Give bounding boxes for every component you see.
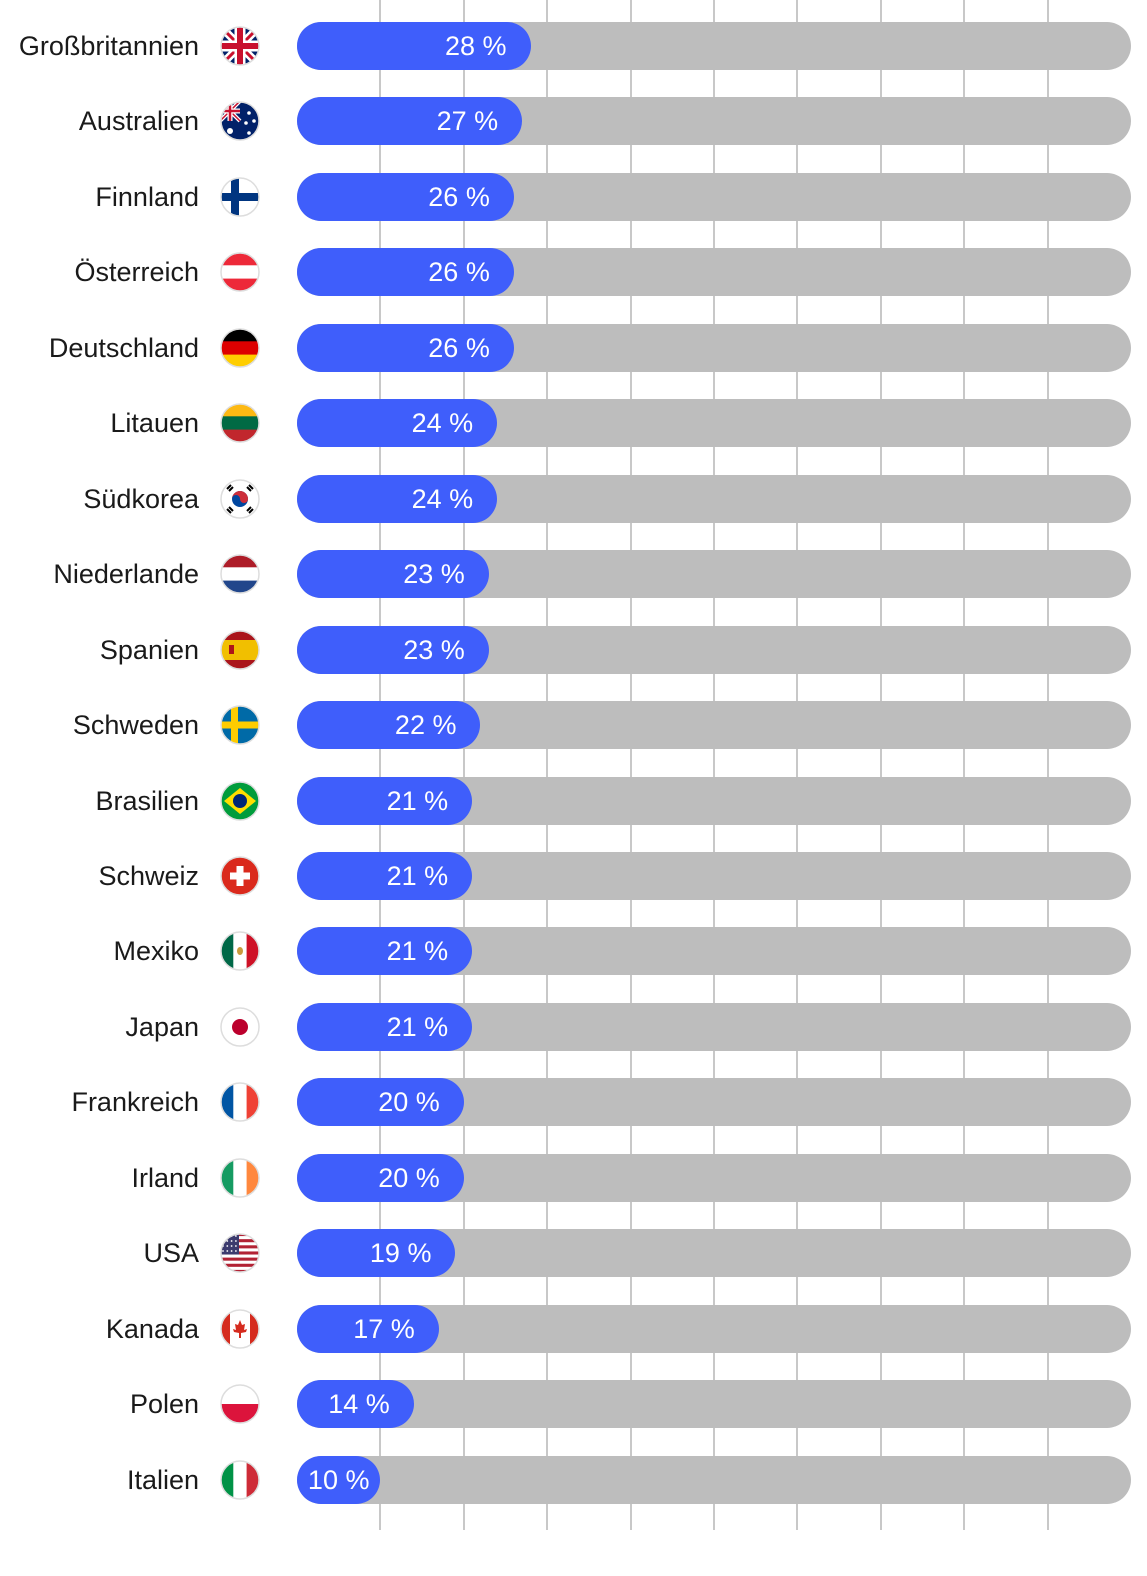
bar-track (297, 1455, 1131, 1504)
bar-value-label: 21 % (386, 1011, 449, 1042)
flag-usa-icon (220, 1233, 260, 1273)
country-label: Kanada (105, 1313, 199, 1344)
country-label: Österreich (74, 257, 199, 288)
flag-switzerland-icon (220, 856, 260, 896)
flag-italy-icon (220, 1459, 260, 1500)
flag-south-korea-icon (220, 478, 260, 519)
flag-france-icon (220, 1082, 260, 1123)
bar-value-label: 17 % (353, 1313, 415, 1344)
bar (297, 172, 514, 221)
gridline (963, 0, 966, 1530)
country-label: Irland (131, 1162, 199, 1193)
country-label: USA (143, 1238, 199, 1269)
flag-netherlands-icon (220, 554, 260, 594)
flag-germany-icon (220, 328, 260, 368)
bar-value-label: 23 % (403, 559, 465, 590)
country-label: Frankreich (71, 1087, 199, 1118)
flag-uk-icon (220, 26, 260, 66)
country-label: Schweiz (98, 860, 199, 891)
bar-value-label: 27 % (436, 106, 499, 137)
bar (297, 776, 473, 825)
bar (297, 701, 481, 750)
country-label: Brasilien (95, 785, 199, 816)
gridline (379, 0, 382, 1530)
country-label: Schweden (72, 710, 199, 741)
bar (297, 1455, 381, 1504)
bar (297, 1002, 473, 1051)
bar-value-label: 24 % (411, 483, 474, 514)
country-label: Südkorea (83, 483, 199, 514)
bar-value-label: 21 % (386, 785, 449, 816)
bar-value-label: 28 % (444, 31, 507, 61)
bar-value-label: 14 % (328, 1389, 390, 1420)
country-label: Polen (129, 1389, 199, 1420)
flag-japan-icon (220, 1007, 260, 1047)
bar-value-label: 21 % (386, 936, 449, 967)
flag-ireland-icon (220, 1158, 260, 1198)
bar (297, 22, 531, 70)
bar-value-label: 24 % (411, 408, 474, 439)
bar-value-label: 23 % (403, 634, 465, 665)
country-label: Mexiko (113, 936, 199, 967)
bar-value-label: 26 % (428, 257, 490, 288)
flag-mexico-icon (220, 931, 260, 972)
gridline (879, 0, 882, 1530)
flag-sweden-icon (220, 705, 260, 745)
country-label: Finnland (95, 181, 199, 212)
bar-value-label: 10 % (307, 1464, 370, 1495)
bar-track (297, 1380, 1131, 1429)
bar-value-label: 26 % (428, 181, 490, 212)
bar (297, 323, 514, 372)
bar (297, 1229, 456, 1278)
gridline (462, 0, 465, 1530)
flag-poland-icon (220, 1384, 260, 1424)
bar-value-label: 20 % (378, 1162, 440, 1193)
country-label: Großbritannien (18, 31, 199, 61)
flag-brazil-icon (220, 780, 260, 821)
bar (297, 474, 498, 523)
country-label: Niederlande (53, 559, 199, 590)
bar (297, 1078, 464, 1127)
country-label: Deutschland (48, 332, 199, 363)
gridline (546, 0, 549, 1530)
flag-lithuania-icon (220, 403, 260, 443)
bar (297, 927, 473, 976)
gridline (1046, 0, 1049, 1530)
country-label: Litauen (110, 408, 199, 439)
bar-value-label: 20 % (378, 1087, 440, 1118)
flag-finland-icon (220, 177, 260, 217)
gridline (713, 0, 715, 1530)
bar (297, 97, 523, 146)
country-label: Japan (125, 1011, 199, 1042)
country-label: Italien (126, 1464, 199, 1495)
bar (297, 625, 489, 674)
gridline (796, 0, 799, 1530)
bar-value-label: 21 % (386, 860, 449, 891)
bar (297, 1380, 414, 1429)
bar-value-label: 19 % (369, 1238, 432, 1269)
bar (297, 550, 489, 599)
bar (297, 851, 473, 900)
bar (297, 248, 514, 297)
country-label: Australien (78, 106, 199, 137)
bar-value-label: 22 % (394, 710, 457, 741)
country-label: Spanien (99, 634, 199, 665)
bar (297, 1153, 464, 1202)
flag-spain-icon (220, 629, 260, 670)
bar (297, 1304, 439, 1353)
flag-austria-icon (220, 252, 260, 293)
gridline (629, 0, 632, 1530)
flag-australia-icon (220, 101, 260, 142)
bar (297, 399, 498, 448)
bar-value-label: 26 % (428, 332, 490, 363)
flag-canada-icon (220, 1308, 260, 1349)
